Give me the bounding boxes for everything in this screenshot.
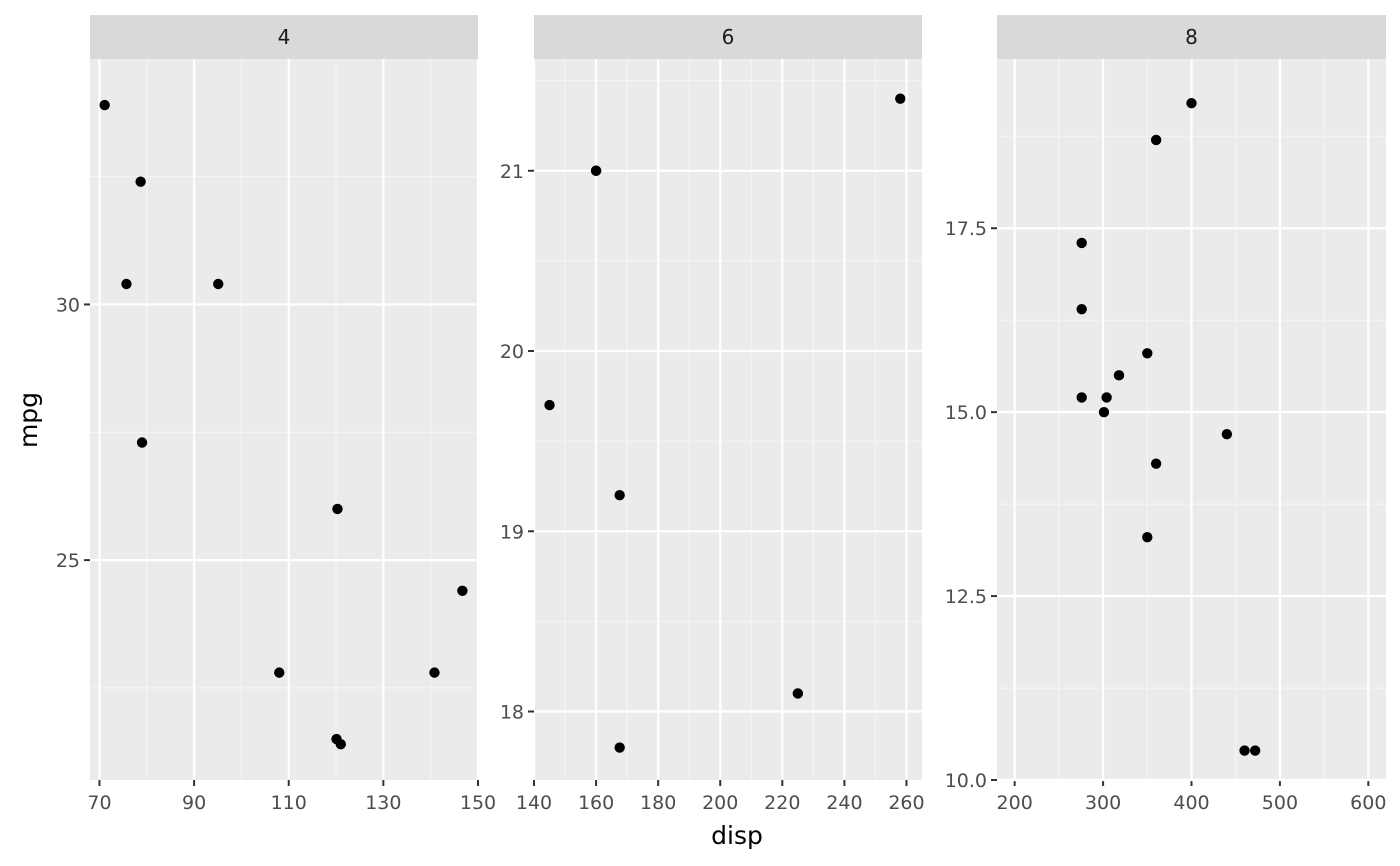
data-point xyxy=(1221,429,1233,440)
facet-strip xyxy=(534,15,922,59)
data-point xyxy=(1142,348,1153,359)
x-tick-label: 260 xyxy=(888,792,924,814)
x-tick-label: 90 xyxy=(182,792,206,814)
facet-4: 4 70 90 110 130 150 25 30 xyxy=(56,15,496,814)
data-point xyxy=(614,490,625,501)
y-axis-title: mpg xyxy=(14,392,43,448)
facet-strip-label: 8 xyxy=(1185,25,1198,49)
data-point xyxy=(1076,303,1087,315)
x-tick-label: 240 xyxy=(826,792,862,814)
x-tick-label: 180 xyxy=(640,792,676,814)
data-point xyxy=(274,667,285,678)
data-point xyxy=(332,503,343,515)
facet-8: 8 200 300 400 500 600 10.0 12.5 15.0 17.5 xyxy=(945,15,1386,814)
facet-panels: 4 70 90 110 130 150 25 30 6 140 160 180 200 220 240 260… xyxy=(56,15,1386,814)
facet-6: 6 140 160 180 200 220 240 260 18 19 20 21 xyxy=(500,15,925,814)
y-tick-label: 21 xyxy=(500,161,524,183)
data-point xyxy=(1239,745,1250,756)
data-point xyxy=(1101,392,1112,403)
data-point xyxy=(457,585,468,597)
x-tick-label: 110 xyxy=(271,792,307,814)
data-point xyxy=(135,176,146,187)
data-point xyxy=(1142,532,1153,543)
facet-strip-label: 6 xyxy=(722,25,735,49)
x-tick-label: 160 xyxy=(578,792,614,814)
facet-strip-label: 4 xyxy=(278,25,291,49)
x-tick-label: 150 xyxy=(460,792,496,814)
data-point xyxy=(213,278,224,290)
x-tick-label: 70 xyxy=(87,792,111,814)
y-tick-label: 25 xyxy=(56,550,80,572)
panel-background xyxy=(534,59,922,780)
data-point xyxy=(1113,370,1125,381)
data-point xyxy=(895,93,906,104)
x-tick-label: 600 xyxy=(1350,792,1386,814)
x-tick-label: 220 xyxy=(764,792,800,814)
data-point xyxy=(544,399,555,411)
y-tick-label: 18 xyxy=(500,702,524,724)
data-point xyxy=(1076,392,1087,403)
data-point xyxy=(590,165,602,176)
x-tick-label: 500 xyxy=(1262,792,1298,814)
data-point xyxy=(1150,134,1162,146)
y-tick-label: 15.0 xyxy=(945,402,987,424)
x-tick-label: 300 xyxy=(1085,792,1121,814)
x-tick-label: 130 xyxy=(365,792,401,814)
y-tick-label: 20 xyxy=(500,341,524,363)
y-tick-label: 10.0 xyxy=(945,770,987,792)
x-tick-label: 200 xyxy=(702,792,738,814)
data-point xyxy=(792,688,804,699)
data-point xyxy=(121,278,132,290)
data-point xyxy=(136,437,148,448)
data-point xyxy=(1098,406,1110,418)
y-tick-label: 30 xyxy=(56,294,80,316)
data-point xyxy=(1249,745,1261,756)
y-tick-label: 19 xyxy=(500,521,524,543)
panel-background xyxy=(90,59,478,780)
y-tick-label: 17.5 xyxy=(945,218,987,240)
facet-strip xyxy=(997,15,1386,59)
data-point xyxy=(614,742,625,753)
data-point xyxy=(1076,237,1087,249)
data-point xyxy=(99,99,110,111)
x-axis-title: disp xyxy=(711,821,763,850)
data-point xyxy=(1186,97,1197,109)
data-point xyxy=(1150,458,1162,469)
y-tick-label: 12.5 xyxy=(945,586,987,608)
data-point xyxy=(429,667,440,678)
x-tick-label: 140 xyxy=(516,792,552,814)
facet-strip xyxy=(90,15,478,59)
data-point xyxy=(335,739,346,750)
x-tick-label: 400 xyxy=(1173,792,1209,814)
x-tick-label: 200 xyxy=(997,792,1033,814)
